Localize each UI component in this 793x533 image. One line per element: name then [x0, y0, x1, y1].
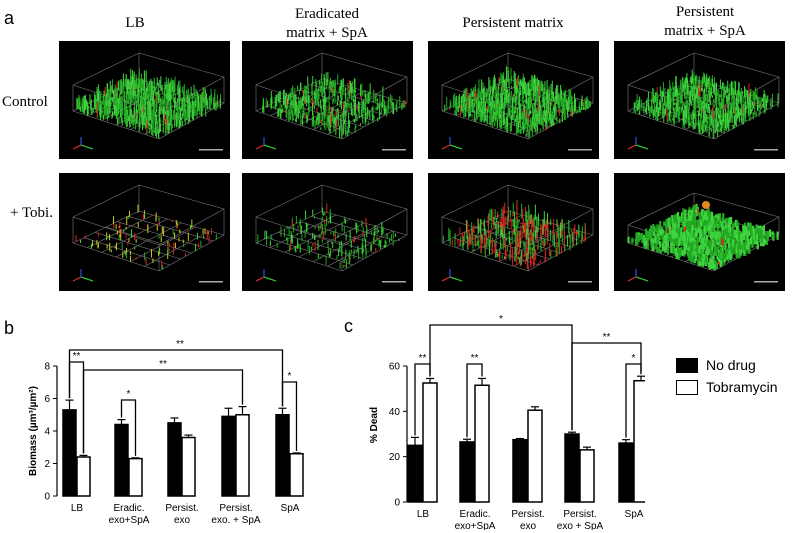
column-header-lb: LB: [125, 15, 145, 31]
significance-marker: **: [159, 359, 167, 370]
bar-no-drug: [512, 438, 528, 503]
biofilm-image-r1-c1: [59, 41, 230, 159]
y-tick-label: 40: [389, 407, 401, 418]
legend-label-no-drug: No drug: [706, 357, 756, 373]
bar-tobramycin: [527, 409, 543, 503]
biofilm-image-r2-c1: [59, 173, 230, 291]
bar-no-drug: [62, 409, 77, 497]
x-tick-label: Persist.: [219, 503, 252, 514]
biofilm-image-r1-c2: [242, 41, 413, 159]
bar-tobramycin: [579, 449, 595, 503]
y-tick-label: 6: [44, 394, 50, 405]
significance-bracket: [429, 324, 573, 431]
biofilm-image-r2-c2: [242, 173, 413, 291]
y-tick-label: 0: [394, 498, 400, 509]
x-tick-label: SpA: [281, 503, 300, 514]
significance-marker: **: [471, 353, 479, 364]
legend-label-tobramycin: Tobramycin: [706, 379, 778, 395]
x-tick-label: exo + SpA: [557, 521, 604, 530]
panel-c-label: c: [344, 316, 353, 336]
row-header-control: Control: [2, 94, 48, 110]
x-tick-label: exo: [174, 515, 191, 526]
y-tick-label: 0: [44, 492, 50, 503]
x-tick-label: exo+SpA: [109, 515, 150, 526]
bar-no-drug: [275, 414, 290, 497]
x-tick-label: SpA: [625, 509, 644, 520]
y-tick-label: 60: [389, 362, 401, 373]
biofilm-image-r1-c4: [614, 41, 785, 159]
bar-no-drug: [564, 433, 580, 503]
x-tick-label: Persist.: [165, 503, 198, 514]
x-tick-label: LB: [71, 503, 84, 514]
bar-tobramycin: [422, 382, 438, 503]
bar-tobramycin: [235, 414, 250, 497]
biofilm-image-r2-c3: [428, 173, 599, 291]
legend-swatch-no-drug: [676, 357, 698, 373]
row-header-tobi: + Tobi.: [10, 205, 53, 221]
y-tick-label: 8: [44, 362, 50, 373]
column-header-eradicated: Eradicated matrix + SpA: [286, 6, 368, 41]
bar-no-drug: [221, 415, 236, 497]
significance-bracket: [120, 399, 137, 456]
bar-tobramycin: [474, 384, 490, 503]
significance-marker: **: [419, 353, 427, 364]
y-axis-label: % Dead: [369, 407, 380, 443]
column-header-persistent: Persistent matrix: [462, 15, 564, 31]
significance-marker: **: [176, 339, 184, 350]
significance-marker: **: [73, 351, 81, 362]
legend-item-no-drug: No drug: [676, 357, 778, 373]
panel-b-label: b: [4, 318, 15, 338]
significance-marker: *: [288, 371, 292, 382]
bar-tobramycin: [128, 457, 143, 497]
x-tick-label: exo. + SpA: [211, 515, 261, 526]
chart-b: 0 2 4 6 8 Biomass (µm³/µm²) LB Eradic.exo+SpA Pe…: [28, 339, 304, 526]
biofilm-image-r2-c4: [614, 173, 785, 291]
legend: No drug Tobramycin: [676, 357, 778, 395]
bar-no-drug: [618, 442, 634, 503]
bar-tobramycin: [633, 379, 645, 503]
column-header-persistent-spa: Persistent matrix + SpA: [664, 4, 746, 39]
biofilm-image-r1-c3: [428, 41, 599, 159]
bar-tobramycin: [181, 436, 196, 497]
y-tick-label: 2: [44, 459, 50, 470]
significance-marker: *: [499, 314, 503, 325]
bar-tobramycin: [289, 453, 304, 497]
bar-tobramycin: [76, 456, 91, 497]
x-tick-label: exo: [520, 521, 537, 530]
legend-item-tobramycin: Tobramycin: [676, 379, 778, 395]
y-tick-label: 20: [389, 452, 401, 463]
bar-no-drug: [167, 422, 182, 497]
panel-a-label: a: [4, 8, 15, 28]
x-tick-label: Persist.: [511, 509, 544, 520]
x-tick-label: Persist.: [563, 509, 596, 520]
significance-marker: **: [603, 332, 611, 343]
significance-marker: *: [127, 389, 131, 400]
y-axis-label: Biomass (µm³/µm²): [28, 386, 39, 476]
significance-bracket: [466, 363, 483, 438]
y-tick-label: 4: [44, 427, 50, 438]
x-tick-label: exo+SpA: [455, 521, 496, 530]
x-tick-label: Eradic.: [113, 503, 144, 514]
legend-swatch-tobramycin: [676, 379, 698, 395]
significance-bracket: [571, 342, 642, 431]
significance-marker: *: [632, 353, 636, 364]
bar-no-drug: [459, 441, 475, 503]
x-tick-label: Eradic.: [459, 509, 490, 520]
bar-no-drug: [407, 444, 423, 503]
x-tick-label: LB: [417, 509, 430, 520]
significance-bracket: [82, 369, 244, 454]
significance-bracket: [68, 349, 284, 407]
bar-no-drug: [114, 423, 129, 497]
